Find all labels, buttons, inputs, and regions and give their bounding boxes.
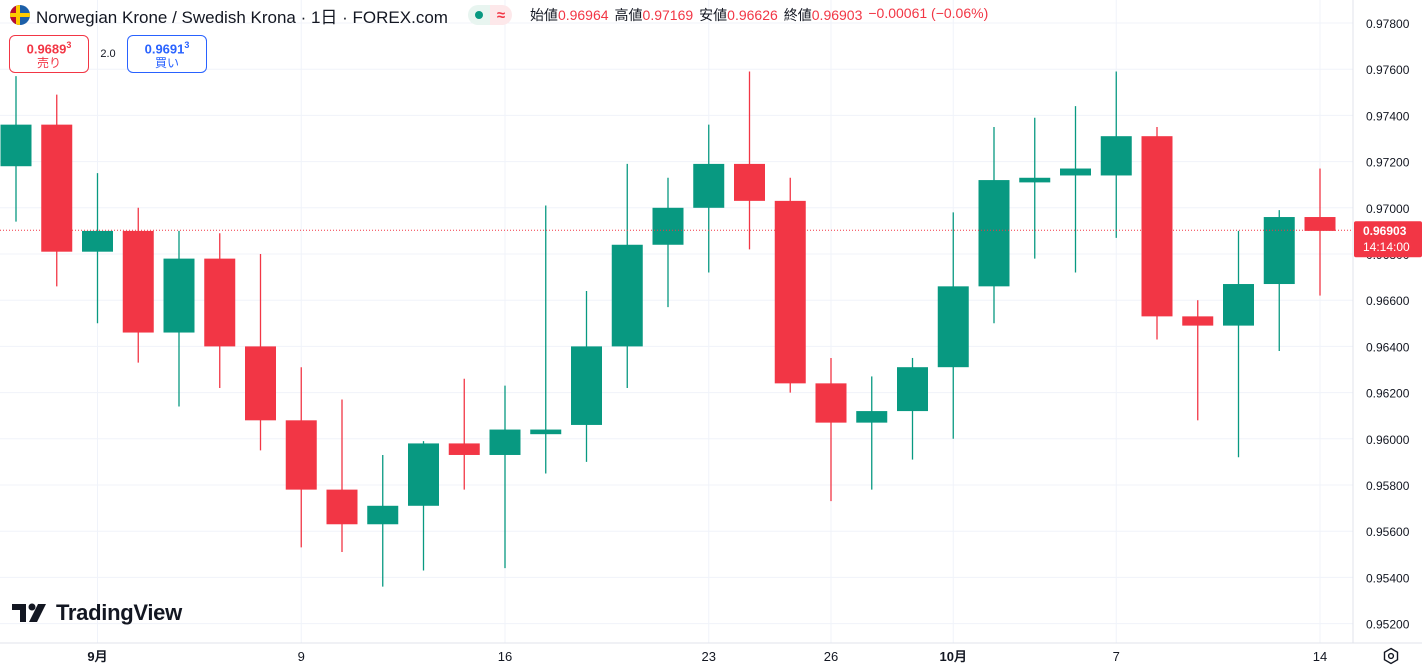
time-axis[interactable]: 9月 9 16 23 26 10月 7 14 [0, 642, 1422, 664]
sell-price-pip: 3 [66, 39, 72, 50]
candle-body [326, 489, 358, 525]
y-tick-label: 0.96400 [1366, 340, 1410, 354]
candle-body [856, 411, 888, 423]
last-price-value: 0.96903 [1363, 224, 1407, 238]
trade-buttons: 0.96893 売り 2.0 0.96913 買い [9, 35, 207, 73]
change-value: −0.00061 (−0.06%) [868, 5, 989, 21]
nok-sek-flag-icon [10, 5, 30, 25]
x-tick-label: 16 [498, 649, 512, 664]
chart-header: Norwegian Krone / Swedish Krona · 1日 · F… [10, 4, 988, 27]
candle-body [978, 180, 1010, 287]
y-tick-label: 0.97400 [1366, 109, 1410, 123]
high-value: 0.97169 [642, 7, 694, 23]
candle-body [122, 230, 154, 333]
candle-body [611, 244, 643, 347]
y-tick-label: 0.95600 [1366, 525, 1410, 539]
y-tick-label: 0.97600 [1366, 63, 1410, 77]
buy-price-pip: 3 [184, 39, 190, 50]
price-axis[interactable]: 0.978000.976000.974000.972000.970000.968… [1352, 0, 1422, 643]
low-value: 0.96626 [727, 7, 778, 23]
candles [0, 71, 1336, 587]
candle-body [204, 258, 236, 347]
candle-body [1060, 168, 1091, 176]
delayed-data-icon[interactable]: ≈ [489, 5, 512, 25]
candle-body [82, 230, 113, 252]
candle-body [245, 346, 276, 421]
last-price-countdown: 14:14:00 [1363, 240, 1410, 254]
candle-body [1141, 136, 1173, 317]
sell-button[interactable]: 0.96893 売り [9, 35, 89, 73]
candle-body [571, 346, 602, 425]
candle-body [285, 420, 317, 490]
candle-body [489, 429, 521, 455]
candle-body [163, 258, 195, 333]
ohlc-values: 始値0.96964 高値0.97169 安値0.96626 終値0.96903 … [530, 5, 988, 25]
buy-label: 買い [154, 56, 179, 71]
tradingview-logo-text: TradingView [56, 600, 182, 625]
last-price-badge [1354, 221, 1422, 258]
candle-body [815, 383, 847, 423]
tradingview-logo[interactable]: TradingView [12, 600, 182, 626]
buy-button[interactable]: 0.96913 買い [127, 35, 207, 73]
high-label: 高値 [614, 7, 643, 23]
low-label: 安値 [699, 7, 728, 23]
symbol-title[interactable]: Norwegian Krone / Swedish Krona · 1日 · F… [36, 7, 448, 27]
grid-lines [0, 0, 1353, 643]
candle-body [693, 163, 725, 208]
sell-label: 売り [36, 56, 61, 71]
candle-body [1263, 217, 1295, 285]
candle-body [652, 207, 684, 245]
tradingview-logo-icon [12, 603, 46, 622]
candle-body [1223, 284, 1254, 326]
y-tick-label: 0.96600 [1366, 294, 1410, 308]
y-tick-label: 0.95400 [1366, 571, 1410, 585]
y-tick-label: 0.95800 [1366, 479, 1410, 493]
x-tick-label: 14 [1313, 649, 1327, 664]
candle-body [408, 443, 439, 506]
buy-price: 0.9691 [144, 41, 185, 57]
y-tick-label: 0.97000 [1366, 202, 1410, 216]
spread-value: 2.0 [100, 48, 116, 60]
x-tick-label: 9月 [87, 649, 107, 664]
open-label: 始値 [529, 7, 558, 23]
settings-icon[interactable] [1382, 647, 1400, 665]
market-open-icon[interactable] [467, 5, 490, 25]
candle-body [1019, 177, 1051, 183]
candle-body [937, 286, 969, 368]
candle-body [41, 124, 73, 252]
x-tick-label: 26 [824, 649, 838, 664]
candle-body [734, 163, 765, 201]
x-tick-label: 9 [298, 649, 305, 664]
candle-body [448, 443, 480, 455]
y-tick-label: 0.96200 [1366, 387, 1410, 401]
candle-body [367, 505, 399, 525]
candle-body [1100, 136, 1132, 176]
y-tick-label: 0.96000 [1366, 433, 1410, 447]
x-tick-label: 7 [1113, 649, 1120, 664]
y-tick-label: 0.95200 [1366, 618, 1410, 632]
candle-body [1304, 217, 1336, 231]
candle-body [530, 429, 562, 435]
x-tick-label: 23 [702, 649, 716, 664]
x-tick-label: 10月 [940, 649, 967, 664]
close-value: 0.96903 [811, 7, 863, 23]
candle-body [897, 367, 928, 412]
close-label: 終値 [783, 7, 812, 23]
y-tick-label: 0.97800 [1366, 17, 1410, 31]
candle-body [0, 124, 32, 167]
open-value: 0.96964 [557, 7, 609, 23]
candle-body [774, 200, 806, 384]
market-status-icons[interactable]: ≈ [467, 5, 512, 25]
y-tick-label: 0.97200 [1366, 156, 1410, 170]
sell-price: 0.9689 [26, 41, 67, 57]
candle-body [1182, 316, 1214, 326]
